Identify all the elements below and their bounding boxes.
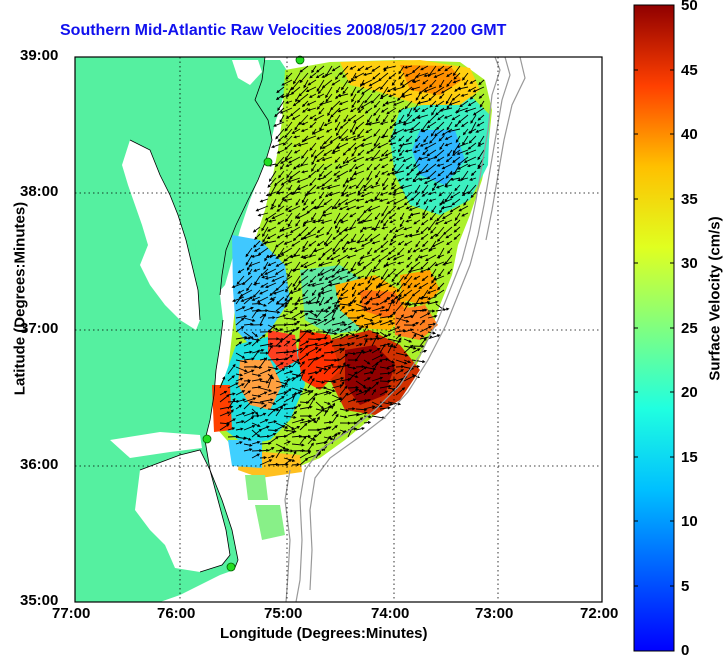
- vector-arrows: [219, 65, 485, 467]
- x-tick: 72:00: [580, 605, 619, 622]
- colorbar-tick: 0: [681, 642, 690, 659]
- y-tick: 37:00: [20, 320, 59, 337]
- map-title: Southern Mid-Atlantic Raw Velocities 200…: [60, 22, 507, 39]
- colorbar-tick: 35: [681, 191, 698, 208]
- y-tick: 36:00: [20, 456, 59, 473]
- colorbar-tick: 50: [681, 0, 698, 14]
- colorbar-tick: 5: [681, 578, 690, 595]
- y-axis-label: Latitude (Degrees:Minutes): [11, 201, 29, 396]
- station-cape-may: [295, 55, 305, 65]
- x-tick: 77:00: [52, 605, 91, 622]
- colorbar-tick: 25: [681, 320, 698, 337]
- colorbar-tick: 20: [681, 384, 698, 401]
- y-tick: 38:00: [20, 183, 59, 200]
- x-tick: 74:00: [371, 605, 410, 622]
- y-tick: 35:00: [20, 592, 59, 609]
- colorbar: [633, 4, 675, 652]
- y-tick: 39:00: [20, 47, 59, 64]
- station-duck: [202, 434, 212, 444]
- station-hatteras: [226, 562, 236, 572]
- albemarle-sound: [110, 432, 202, 458]
- land-delmarva: [165, 60, 290, 300]
- colorbar-tick: 30: [681, 255, 698, 272]
- colorbar-tick: 10: [681, 513, 698, 530]
- colorbar-tick: 45: [681, 62, 698, 79]
- x-axis-label: Longitude (Degrees:Minutes): [220, 625, 428, 642]
- x-tick: 73:00: [475, 605, 514, 622]
- station-assateague: [263, 157, 273, 167]
- colorbar-tick: 40: [681, 126, 698, 143]
- chesapeake-bay: [122, 140, 200, 330]
- delaware-bay: [232, 60, 262, 85]
- radar-stations: [202, 55, 305, 572]
- pamlico-sound: [135, 450, 230, 572]
- x-tick: 75:00: [264, 605, 303, 622]
- plot-frame: [74, 56, 603, 603]
- colorbar-label: Surface Velocity (cm/s): [706, 216, 724, 381]
- map-grid: [75, 57, 602, 602]
- velocity-vectors: [219, 65, 485, 467]
- colorbar-tick: 15: [681, 449, 698, 466]
- x-tick: 76:00: [157, 605, 196, 622]
